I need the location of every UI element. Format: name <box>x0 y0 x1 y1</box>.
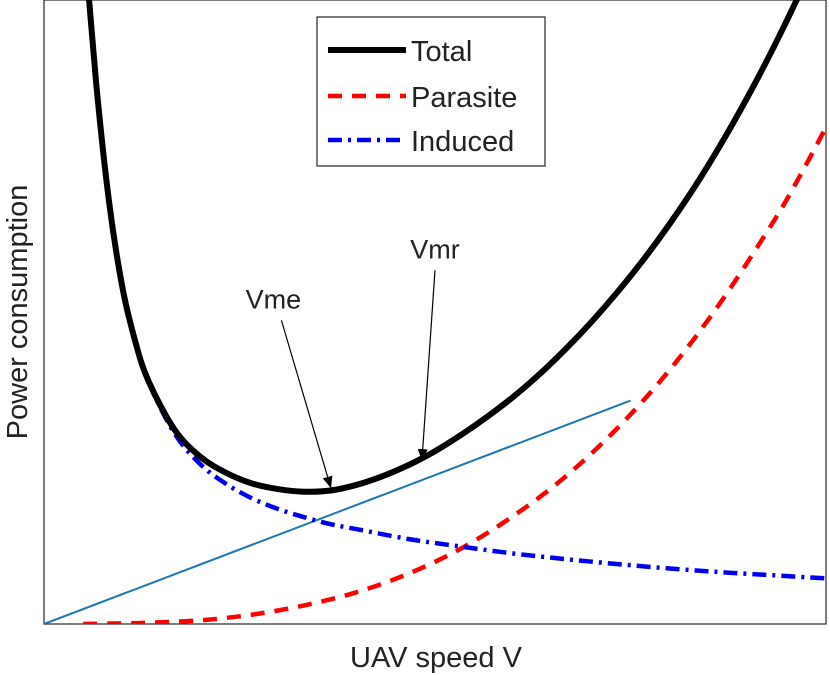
y-axis-label: Power consumption <box>2 185 34 440</box>
vmr-arrow <box>417 270 436 462</box>
vme-arrow <box>280 320 333 489</box>
x-axis-label: UAV speed V <box>350 642 523 674</box>
series-line-tangent <box>44 399 631 624</box>
legend: Total Parasite Induced <box>316 16 546 167</box>
legend-box <box>316 16 546 167</box>
vme-label: Vme <box>246 284 302 314</box>
plot-area-frame <box>43 0 827 625</box>
vmr-label: Vmr <box>410 234 460 264</box>
series-group <box>44 0 826 624</box>
legend-label-induced: Induced <box>411 126 514 158</box>
series-line-parasite <box>83 126 826 624</box>
series-line-total <box>86 0 800 495</box>
legend-label-parasite: Parasite <box>411 82 517 114</box>
annotations: Vme Vmr <box>246 234 460 489</box>
legend-label-total: Total <box>411 36 472 68</box>
